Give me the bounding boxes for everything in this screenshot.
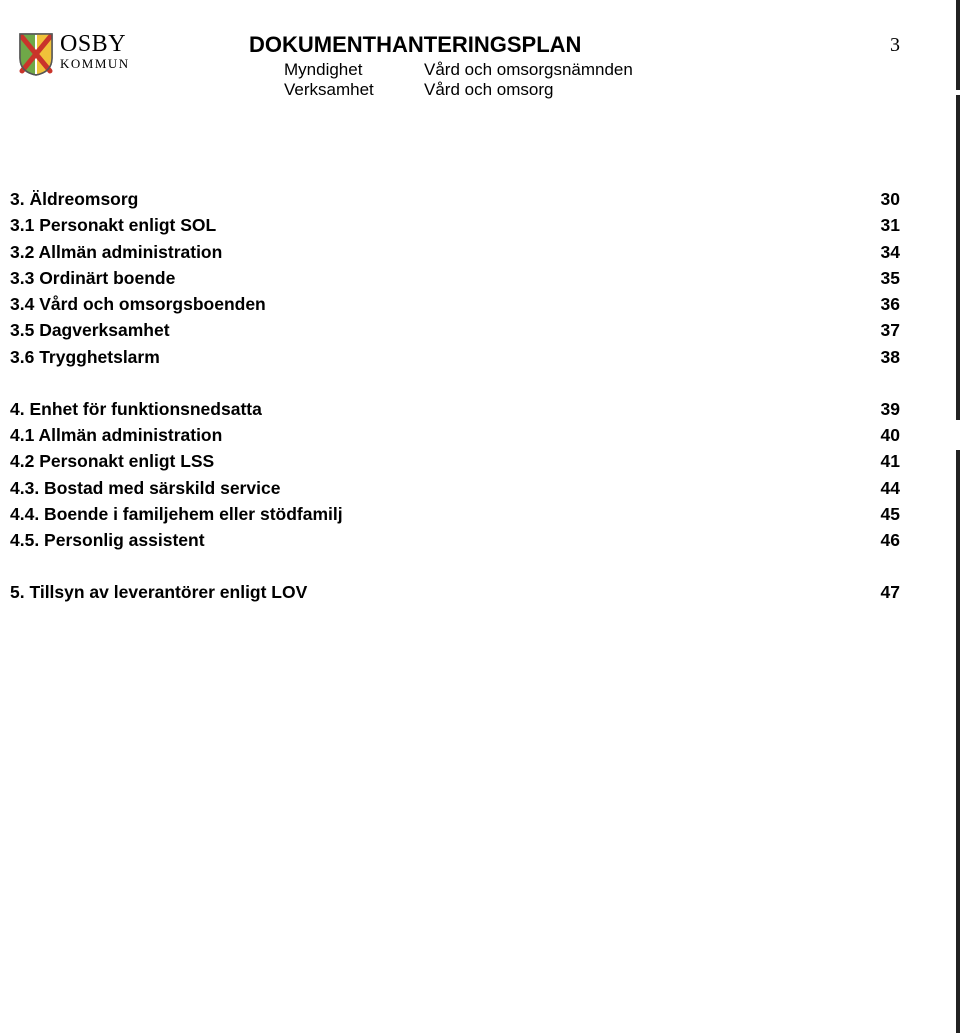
toc-row: 3.3 Ordinärt boende 35 bbox=[10, 265, 900, 291]
toc-row: 4.4. Boende i familjehem eller stödfamil… bbox=[10, 501, 900, 527]
toc-label: 3.3 Ordinärt boende bbox=[10, 265, 175, 291]
meta-value: Vård och omsorgsnämnden bbox=[424, 60, 633, 80]
toc-label: 4.2 Personakt enligt LSS bbox=[10, 448, 214, 474]
toc-page: 45 bbox=[860, 501, 900, 527]
toc-page: 31 bbox=[860, 212, 900, 238]
toc-page: 37 bbox=[860, 317, 900, 343]
toc-page: 30 bbox=[860, 186, 900, 212]
logo-block: OSBY KOMMUN bbox=[18, 32, 130, 76]
toc-row: 3. Äldreomsorg 30 bbox=[10, 186, 900, 212]
edge-line bbox=[956, 450, 960, 1033]
meta-row: Verksamhet Vård och omsorg bbox=[249, 80, 633, 100]
toc-label: 3.6 Trygghetslarm bbox=[10, 344, 160, 370]
toc-row: 3.1 Personakt enligt SOL 31 bbox=[10, 212, 900, 238]
toc-page: 44 bbox=[860, 475, 900, 501]
toc-row: 5. Tillsyn av leverantörer enligt LOV 47 bbox=[10, 579, 900, 605]
toc-label: 4.3. Bostad med särskild service bbox=[10, 475, 280, 501]
toc-row: 4.5. Personlig assistent 46 bbox=[10, 527, 900, 553]
toc-row: 3.6 Trygghetslarm 38 bbox=[10, 344, 900, 370]
toc-content: 3. Äldreomsorg303.1 Personakt enligt SOL… bbox=[0, 76, 960, 606]
meta-label: Verksamhet bbox=[249, 80, 424, 100]
meta-value: Vård och omsorg bbox=[424, 80, 553, 100]
edge-line bbox=[956, 95, 960, 420]
toc-page: 41 bbox=[860, 448, 900, 474]
toc-page: 35 bbox=[860, 265, 900, 291]
page-number: 3 bbox=[890, 34, 900, 57]
toc-row: 3.4 Vård och omsorgsboenden 36 bbox=[10, 291, 900, 317]
toc-row: 4.2 Personakt enligt LSS 41 bbox=[10, 448, 900, 474]
toc-group: 3. Äldreomsorg303.1 Personakt enligt SOL… bbox=[10, 186, 900, 370]
meta-table: Myndighet Vård och omsorgsnämnden Verksa… bbox=[249, 60, 633, 100]
toc-page: 39 bbox=[860, 396, 900, 422]
title-block: DOKUMENTHANTERINGSPLAN Myndighet Vård oc… bbox=[249, 32, 633, 100]
toc-row: 4.3. Bostad med särskild service 44 bbox=[10, 475, 900, 501]
toc-label: 4. Enhet för funktionsnedsatta bbox=[10, 396, 262, 422]
toc-page: 46 bbox=[860, 527, 900, 553]
toc-row: 3.5 Dagverksamhet 37 bbox=[10, 317, 900, 343]
toc-label: 4.1 Allmän administration bbox=[10, 422, 222, 448]
toc-group: 5. Tillsyn av leverantörer enligt LOV 47 bbox=[10, 579, 900, 605]
toc-page: 40 bbox=[860, 422, 900, 448]
edge-line bbox=[956, 0, 960, 90]
toc-label: 3.4 Vård och omsorgsboenden bbox=[10, 291, 266, 317]
toc-label: 3. Äldreomsorg bbox=[10, 186, 138, 212]
org-sub: KOMMUN bbox=[60, 57, 130, 71]
toc-label: 3.2 Allmän administration bbox=[10, 239, 222, 265]
toc-page: 47 bbox=[860, 579, 900, 605]
toc-row: 3.2 Allmän administration 34 bbox=[10, 239, 900, 265]
document-header: OSBY KOMMUN DOKUMENTHANTERINGSPLAN Myndi… bbox=[0, 0, 960, 76]
shield-icon bbox=[18, 32, 54, 76]
document-title: DOKUMENTHANTERINGSPLAN bbox=[249, 32, 633, 58]
meta-label: Myndighet bbox=[249, 60, 424, 80]
toc-page: 38 bbox=[860, 344, 900, 370]
toc-label: 5. Tillsyn av leverantörer enligt LOV bbox=[10, 579, 307, 605]
toc-row: 4. Enhet för funktionsnedsatta 39 bbox=[10, 396, 900, 422]
toc-label: 3.1 Personakt enligt SOL bbox=[10, 212, 216, 238]
toc-row: 4.1 Allmän administration 40 bbox=[10, 422, 900, 448]
toc-page: 34 bbox=[860, 239, 900, 265]
org-text: OSBY KOMMUN bbox=[60, 32, 130, 71]
meta-row: Myndighet Vård och omsorgsnämnden bbox=[249, 60, 633, 80]
toc-page: 36 bbox=[860, 291, 900, 317]
toc-group: 4. Enhet för funktionsnedsatta394.1 Allm… bbox=[10, 396, 900, 554]
toc-label: 4.4. Boende i familjehem eller stödfamil… bbox=[10, 501, 343, 527]
toc-label: 4.5. Personlig assistent bbox=[10, 527, 205, 553]
toc-label: 3.5 Dagverksamhet bbox=[10, 317, 170, 343]
org-name: OSBY bbox=[60, 32, 130, 57]
